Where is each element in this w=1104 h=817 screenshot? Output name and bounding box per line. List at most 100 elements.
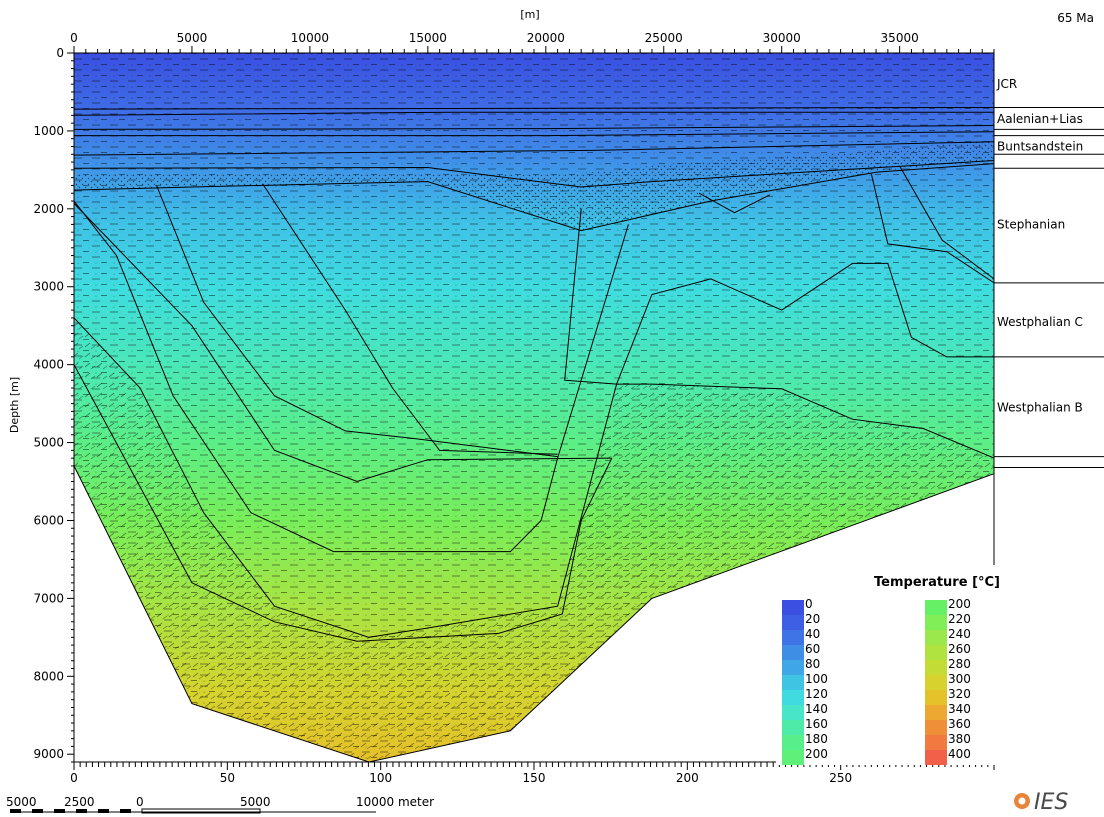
legend-entry-label: 200: [948, 597, 971, 611]
legend-entry-label: 220: [948, 612, 971, 626]
legend-entry-label: 360: [948, 717, 971, 731]
scalebar-label: 10000 meter: [356, 795, 434, 809]
legend-entry-label: 200: [805, 747, 828, 761]
horizon-line: [698, 192, 771, 214]
horizon-line: [74, 125, 994, 130]
left-tick-label: 3000: [33, 280, 64, 294]
horizon-line: [262, 183, 558, 455]
scalebar-tick-label: 0: [136, 795, 144, 809]
logo-text: IES: [1034, 790, 1068, 815]
horizon-line: [899, 165, 994, 280]
top-tick-label: 15000: [409, 31, 447, 45]
scalebar-tick-label: 5000: [240, 795, 271, 809]
ies-logo: IES: [1014, 790, 1068, 815]
legend-entry-label: 0: [805, 597, 813, 611]
left-tick-label: 4000: [33, 358, 64, 372]
legend-entry-label: 40: [805, 627, 820, 641]
legend-swatch: [782, 735, 804, 750]
top-tick-label: 30000: [763, 31, 801, 45]
top-tick-label: 35000: [881, 31, 919, 45]
top-tick-label: 0: [70, 31, 78, 45]
horizon-line: [74, 160, 994, 188]
legend-swatch: [925, 675, 947, 690]
legend-entry-label: 300: [948, 672, 971, 686]
basement-lithology-pattern: [74, 317, 994, 762]
scalebar-tick-label: 2500: [64, 795, 95, 809]
bottom-tick-label: 250: [829, 771, 852, 785]
left-tick-label: 0: [56, 46, 64, 60]
bottom-tick-label: 0: [70, 771, 78, 785]
legend-swatch: [925, 600, 947, 615]
top-axis-unit: [m]: [520, 8, 539, 21]
legend-entry-label: 280: [948, 657, 971, 671]
legend-background: [776, 565, 1002, 765]
legend-swatch: [782, 660, 804, 675]
scalebar-segment: [98, 809, 109, 813]
horizon-line: [74, 141, 994, 156]
horizon-line: [74, 163, 994, 232]
legend-swatch: [782, 645, 804, 660]
horizon-line: [74, 317, 994, 638]
legend-swatch: [782, 675, 804, 690]
legend-entry-label: 60: [805, 642, 820, 656]
scalebar-segment: [141, 808, 261, 814]
scalebar-segment: [120, 809, 131, 813]
legend-swatch: [925, 750, 947, 765]
top-tick-label: 20000: [527, 31, 565, 45]
top-tick-label: 10000: [291, 31, 329, 45]
top-tick-label: 5000: [177, 31, 208, 45]
legend-entry-label: 260: [948, 642, 971, 656]
top-tick-label: 25000: [645, 31, 683, 45]
legend-swatch: [925, 735, 947, 750]
left-tick-label: 8000: [33, 669, 64, 683]
legend-swatch: [782, 750, 804, 765]
layer-label: JCR: [996, 77, 1017, 91]
bottom-tick-label: 100: [369, 771, 392, 785]
legend-entry-label: 240: [948, 627, 971, 641]
left-tick-label: 7000: [33, 591, 64, 605]
layer-labels: JCR Aalenian+Lias Buntsandstein Stephanian W…: [994, 77, 1104, 468]
left-tick-label: 6000: [33, 513, 64, 527]
left-tick-label: 9000: [33, 747, 64, 761]
legend-swatch: [782, 705, 804, 720]
scale-bar: 5000 2500 0 5000 10000 meter: [6, 795, 434, 814]
y-axis-label: Depth [m]: [8, 377, 21, 433]
legend-entry-label: 120: [805, 687, 828, 701]
layer-label: Stephanian: [997, 217, 1065, 231]
legend-entry-label: 340: [948, 702, 971, 716]
legend-entry-label: 400: [948, 747, 971, 761]
legend-swatch: [925, 615, 947, 630]
legend-entry-label: 320: [948, 687, 971, 701]
left-tick-label: 2000: [33, 202, 64, 216]
sandstone-lithology-pattern: [74, 140, 994, 231]
legend-swatch: [925, 690, 947, 705]
bottom-tick-label: 200: [676, 771, 699, 785]
horizon-line: [74, 131, 994, 137]
horizon-line: [74, 107, 994, 110]
legend-swatch: [782, 720, 804, 735]
horizon-line: [564, 208, 994, 385]
layer-label: Buntsandstein: [997, 139, 1083, 153]
legend-entry-label: 140: [805, 702, 828, 716]
bottom-tick-label: 150: [523, 771, 546, 785]
scalebar-segment: [54, 809, 65, 813]
legend-swatch: [925, 705, 947, 720]
scalebar-segment: [76, 809, 87, 813]
legend-swatch: [782, 600, 804, 615]
legend-title: Temperature [°C]: [874, 575, 1000, 590]
legend-entry-label: 80: [805, 657, 820, 671]
scalebar-tick-label: 5000: [6, 795, 37, 809]
legend-swatch: [782, 690, 804, 705]
legend-entry-label: 20: [805, 612, 820, 626]
legend-entry-label: 180: [805, 732, 828, 746]
legend-swatch: [925, 630, 947, 645]
legend-entry-label: 100: [805, 672, 828, 686]
age-label: 65 Ma: [1057, 11, 1094, 25]
horizon-line: [74, 203, 612, 483]
legend-swatch: [925, 660, 947, 675]
horizon-line: [156, 185, 558, 458]
horizon-line: [870, 173, 994, 284]
left-tick-label: 1000: [33, 124, 64, 138]
horizon-line: [74, 111, 994, 116]
